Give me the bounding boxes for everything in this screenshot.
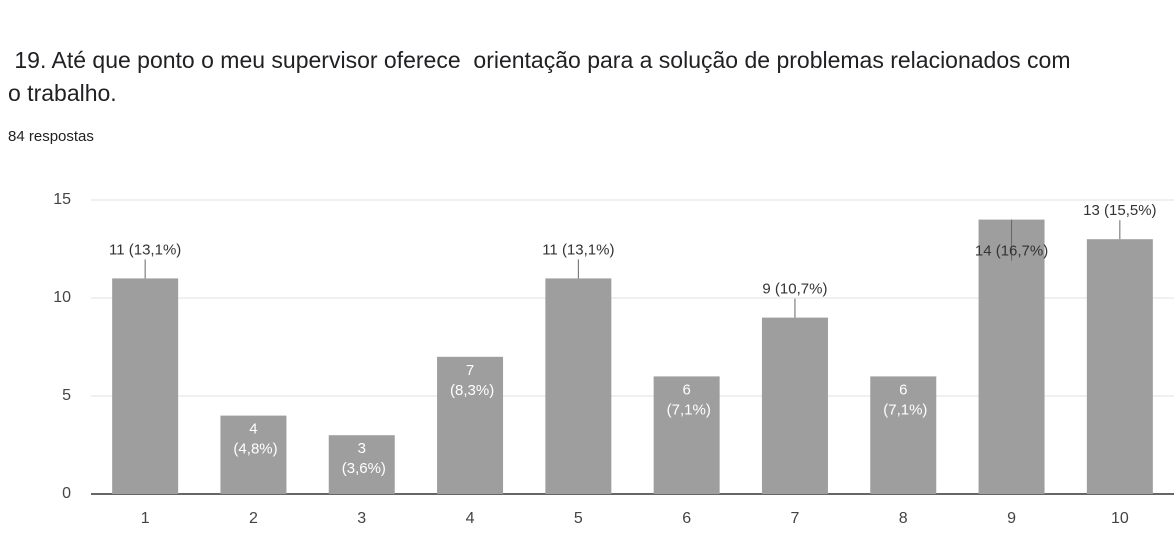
x-tick-label: 7	[790, 510, 799, 527]
bar	[545, 278, 612, 494]
data-label: 6 (7,1%)	[662, 381, 710, 418]
data-label: 9 (10,7%)	[762, 281, 827, 298]
bar	[870, 376, 937, 494]
bar	[220, 415, 287, 494]
chart-title: 19. Até que ponto o meu supervisor ofere…	[8, 47, 1077, 106]
data-label: 14 (16,7%)	[975, 243, 1048, 260]
y-tick-label: 5	[62, 387, 71, 404]
data-label: 3 (3,6%)	[338, 440, 386, 477]
bar	[437, 356, 504, 494]
y-tick-label: 15	[53, 191, 71, 208]
y-tick-label: 10	[53, 289, 71, 306]
bar	[653, 376, 720, 494]
x-tick-label: 4	[466, 510, 475, 527]
x-tick-label: 5	[574, 510, 583, 527]
chart-subtitle: 84 respostas	[8, 128, 94, 145]
x-tick-label: 8	[899, 510, 908, 527]
x-tick-label: 3	[357, 510, 366, 527]
bar	[978, 219, 1045, 494]
data-label: 13 (15,5%)	[1083, 202, 1156, 219]
data-label: 6 (7,1%)	[879, 381, 927, 418]
bar	[328, 435, 395, 494]
x-tick-label: 9	[1007, 510, 1016, 527]
data-label: 7 (8,3%)	[446, 362, 494, 399]
bar	[112, 278, 179, 494]
y-tick-label: 0	[62, 485, 71, 502]
x-tick-label: 1	[141, 510, 150, 527]
data-label: 4 (4,8%)	[229, 421, 277, 458]
data-label: 11 (13,1%)	[542, 241, 614, 258]
x-tick-label: 10	[1111, 510, 1129, 527]
bar	[1086, 239, 1153, 494]
x-tick-label: 6	[682, 510, 691, 527]
data-label: 11 (13,1%)	[109, 241, 181, 258]
x-tick-label: 2	[249, 510, 258, 527]
bar	[761, 317, 828, 494]
